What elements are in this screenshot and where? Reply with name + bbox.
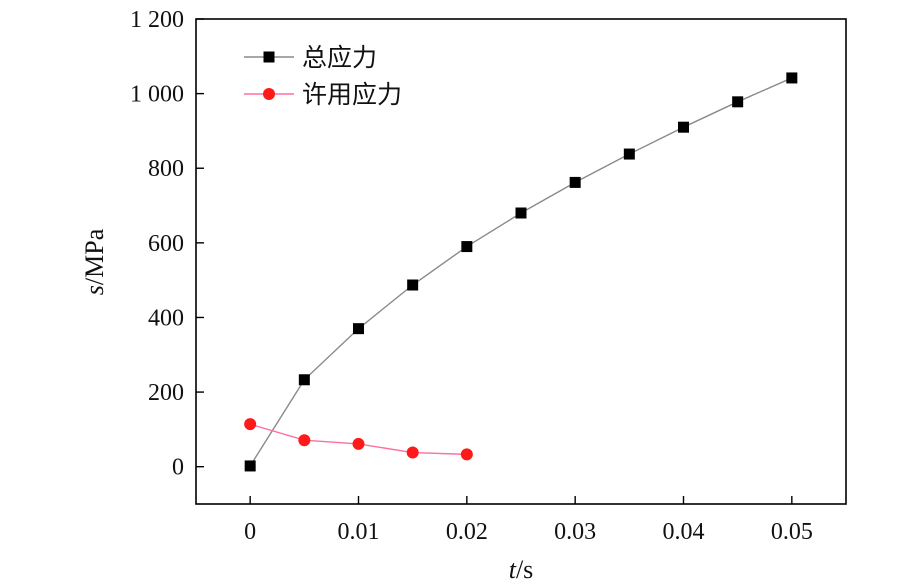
data-point [244,418,257,431]
axis-ticks: 0 0.01 0.02 0.03 0.04 0.05 0 200 400 600 800 1 000 1… [130,7,813,545]
data-point [623,148,635,160]
y-tick-label: 200 [148,380,184,406]
data-point [461,241,473,253]
legend-marker [263,88,275,100]
data-point [569,176,581,188]
data-point [732,96,744,108]
y-axis-label-unit: /MPa [80,228,109,285]
data-point [460,448,473,461]
data-point [786,72,798,84]
y-tick-label: 400 [148,305,184,331]
data-point [298,434,311,447]
x-axis-label-unit: /s [516,555,533,584]
x-tick-label: 0.04 [663,519,705,545]
y-axis-label: s/MPa [80,228,109,295]
series-layer [244,72,798,472]
data-point [515,207,527,219]
data-point [407,279,419,291]
legend-marker [263,51,275,63]
y-axis-label-var: s [80,285,109,295]
y-tick-label: 1 000 [130,82,184,108]
x-axis-label: t/s [509,555,534,584]
x-tick-label: 0.05 [771,519,813,545]
legend-label: 总应力 [302,43,377,72]
series-line-0 [249,77,793,467]
plot-frame [195,18,847,505]
x-tick-label: 0.03 [554,519,596,545]
x-tick-label: 0.02 [446,519,488,545]
data-point [678,121,689,133]
data-point [353,323,364,335]
data-point [298,374,310,386]
data-point [244,460,256,472]
data-point [352,437,365,450]
data-point [406,446,419,459]
x-tick-label: 0 [244,519,256,545]
y-tick-label: 0 [172,455,184,481]
legend-label: 许用应力 [302,80,402,109]
y-tick-label: 800 [148,156,184,182]
x-tick-label: 0.01 [338,519,380,545]
x-axis-label-var: t [509,555,517,584]
y-tick-label: 1 200 [130,7,184,33]
y-tick-label: 600 [148,231,184,257]
